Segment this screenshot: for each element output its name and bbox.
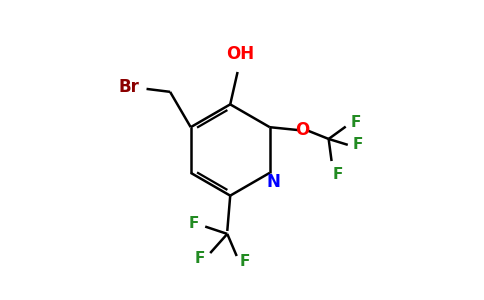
Text: F: F [240, 254, 250, 269]
Text: F: F [351, 115, 361, 130]
Text: N: N [267, 173, 281, 191]
Text: F: F [353, 137, 363, 152]
Text: Br: Br [118, 78, 139, 96]
Text: F: F [189, 216, 199, 231]
Text: F: F [333, 167, 344, 182]
Text: OH: OH [227, 45, 255, 63]
Text: O: O [295, 121, 309, 139]
Text: F: F [195, 251, 205, 266]
